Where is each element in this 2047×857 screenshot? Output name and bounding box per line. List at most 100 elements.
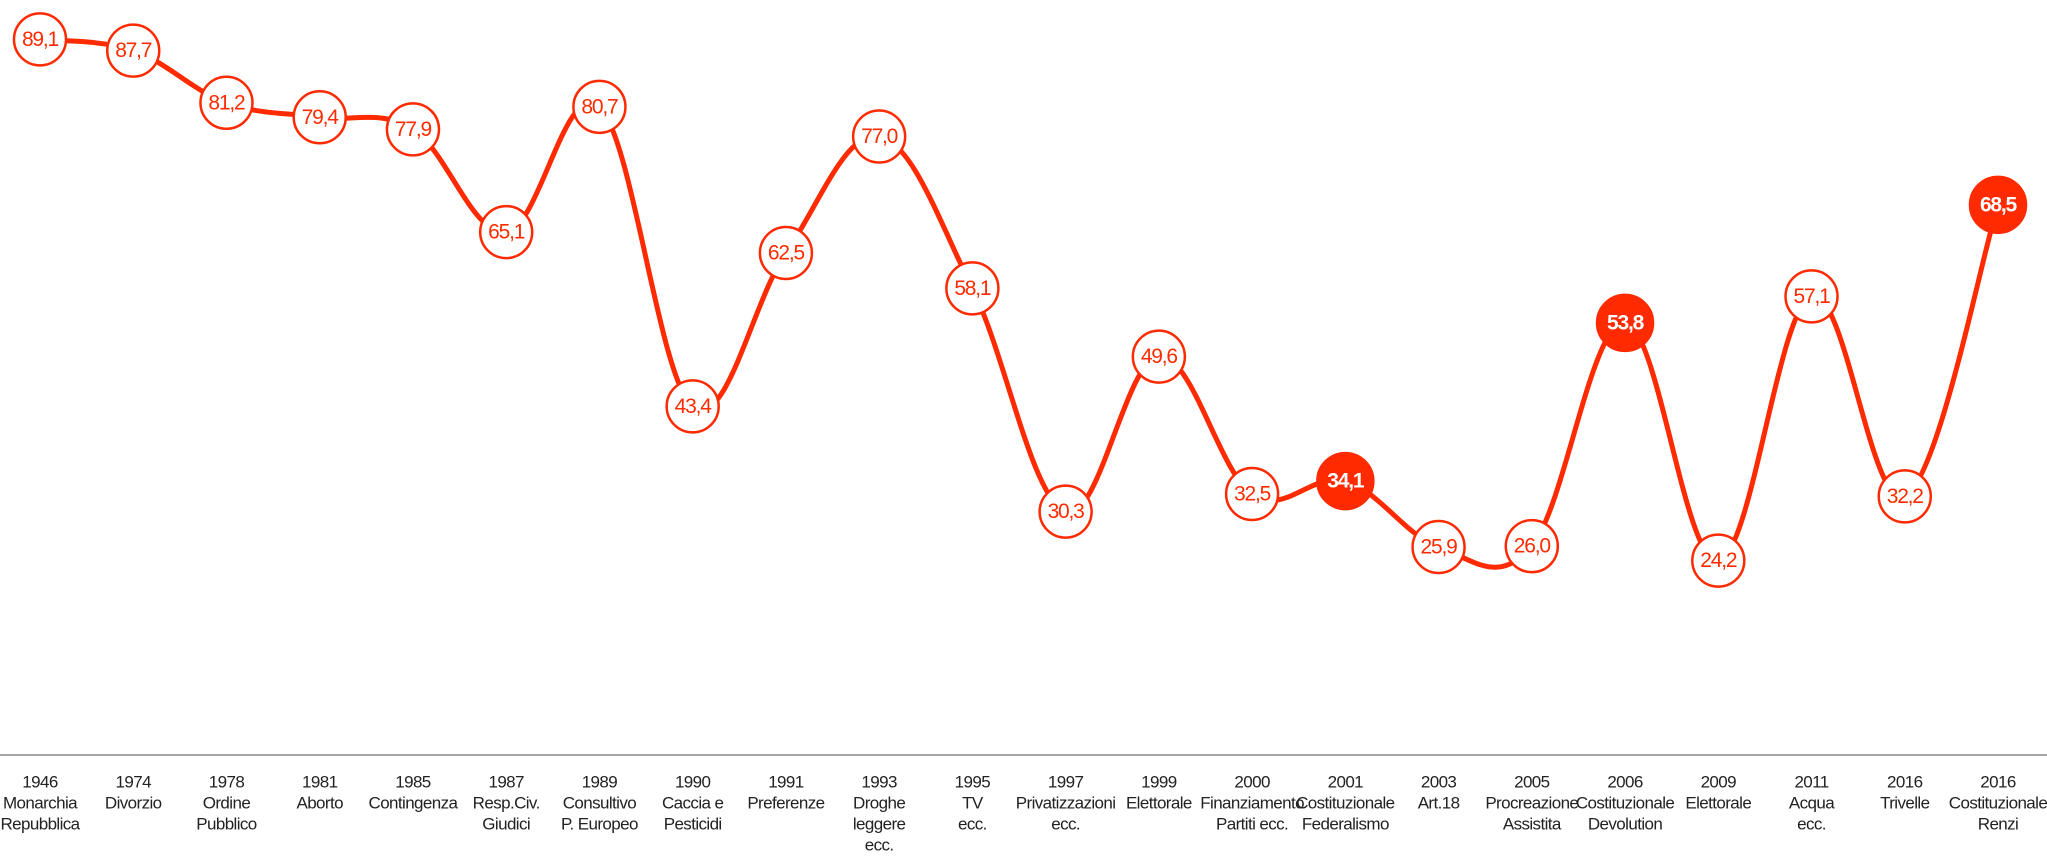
x-tick-label: Federalismo (1302, 814, 1389, 833)
x-tick-label: Acqua (1789, 793, 1835, 812)
marker (1968, 175, 2028, 235)
x-tick-label: 1999 (1141, 772, 1177, 791)
marker (199, 75, 254, 131)
marker (1131, 329, 1187, 384)
marker (945, 261, 1000, 316)
marker (12, 12, 68, 67)
x-tick-label: 1991 (768, 772, 804, 791)
marker (1877, 469, 1933, 524)
value-label: 57,1 (1793, 285, 1830, 308)
x-tick-label: Costituzionale (1296, 793, 1395, 812)
value-label: 34,1 (1327, 470, 1365, 493)
x-tick-label: Giudici (482, 814, 530, 833)
x-tick-label: 2016 (1887, 772, 1923, 791)
value-label: 62,5 (768, 242, 805, 265)
x-tick-label: TV (962, 793, 984, 812)
value-label: 81,2 (208, 91, 245, 114)
value-label: 43,4 (675, 395, 713, 418)
x-tick-label: 2011 (1794, 772, 1828, 791)
value-label: 30,3 (1048, 500, 1085, 523)
x-tick-label: ecc. (1051, 814, 1080, 833)
x-tick-label: 2006 (1607, 772, 1643, 791)
x-tick-label: Ordine (203, 793, 251, 812)
value-label: 32,5 (1234, 483, 1271, 506)
marker (292, 90, 347, 145)
marker (105, 23, 161, 78)
x-tick-label: Elettorale (1126, 793, 1192, 812)
marker (1224, 466, 1280, 522)
x-tick-label: 1997 (1048, 772, 1084, 791)
value-label: 53,8 (1607, 311, 1645, 334)
x-tick-label: Finanziamento (1200, 793, 1304, 812)
value-label: 68,5 (1980, 193, 2018, 216)
x-tick-label: Procreazione (1485, 793, 1578, 812)
value-label: 89,1 (22, 28, 59, 51)
x-tick-label: Devolution (1588, 814, 1662, 833)
x-tick-label: 2001 (1328, 772, 1364, 791)
x-tick-label: Art.18 (1418, 793, 1460, 812)
x-tick-label: leggere (853, 814, 906, 833)
x-tick-label: 1978 (209, 772, 245, 791)
x-tick-label: 1995 (955, 772, 991, 791)
value-label: 65,1 (488, 221, 525, 244)
x-tick-label: Monarchia (3, 793, 78, 812)
marker (851, 109, 907, 164)
value-label: 87,7 (115, 39, 152, 62)
x-tick-label: ecc. (865, 835, 894, 854)
value-label: 49,6 (1141, 345, 1178, 368)
marker (1595, 293, 1655, 353)
x-tick-label: 1974 (116, 772, 152, 791)
x-tick-label: ecc. (1797, 814, 1826, 833)
x-tick-label: Contingenza (369, 793, 459, 812)
x-tick-label: 1990 (675, 772, 711, 791)
marker (1038, 484, 1093, 539)
x-tick-label: 1981 (302, 772, 338, 791)
x-tick-label: Costituzionale (1576, 793, 1675, 812)
x-tick-label: 2005 (1514, 772, 1550, 791)
marker (758, 225, 814, 281)
x-tick-label: ecc. (958, 814, 987, 833)
marker (665, 379, 720, 434)
x-tick-label: Repubblica (0, 814, 80, 833)
x-tick-label: Assistita (1503, 814, 1562, 833)
x-tick-label: 2009 (1701, 772, 1737, 791)
value-label: 77,9 (395, 118, 432, 141)
x-tick-label: Pubblico (196, 814, 257, 833)
x-tick-label: Partiti ecc. (1216, 814, 1288, 833)
x-tick-label: Preferenze (747, 793, 824, 812)
value-label: 24,2 (1700, 549, 1737, 572)
x-tick-label: Pesticidi (664, 814, 722, 833)
x-tick-label: P. Europeo (561, 814, 638, 833)
value-label: 25,9 (1421, 536, 1458, 559)
marker (478, 204, 534, 260)
marker (385, 102, 441, 157)
x-tick-label: 1946 (22, 772, 58, 791)
x-tick-label: 1989 (582, 772, 618, 791)
x-tick-label: 2016 (1980, 772, 2016, 791)
marker (1691, 533, 1746, 588)
value-label: 77,0 (861, 125, 898, 148)
x-tick-label: Trivelle (1880, 793, 1929, 812)
x-tick-label: Caccia e (662, 793, 723, 812)
marker (1504, 518, 1560, 574)
x-tick-label: 2003 (1421, 772, 1457, 791)
marker (1784, 269, 1839, 324)
x-tick-label: Privatizzazioni (1016, 793, 1116, 812)
value-label: 80,7 (581, 95, 618, 118)
value-label: 32,2 (1887, 485, 1924, 508)
x-tick-label: Costituzionale (1949, 793, 2047, 812)
marker (1411, 519, 1466, 575)
x-tick-label: Droghe (853, 793, 905, 812)
marker (1316, 451, 1375, 511)
x-tick-label: Consultivo (563, 793, 637, 812)
x-tick-label: Renzi (1978, 814, 2018, 833)
x-tick-label: 1987 (488, 772, 524, 791)
x-tick-label: Elettorale (1685, 793, 1751, 812)
x-tick-label: 2000 (1234, 772, 1270, 791)
value-label: 26,0 (1514, 535, 1551, 558)
marker (572, 79, 627, 135)
x-tick-label: Resp.Civ. (473, 793, 540, 812)
x-tick-label: Aborto (296, 793, 343, 812)
